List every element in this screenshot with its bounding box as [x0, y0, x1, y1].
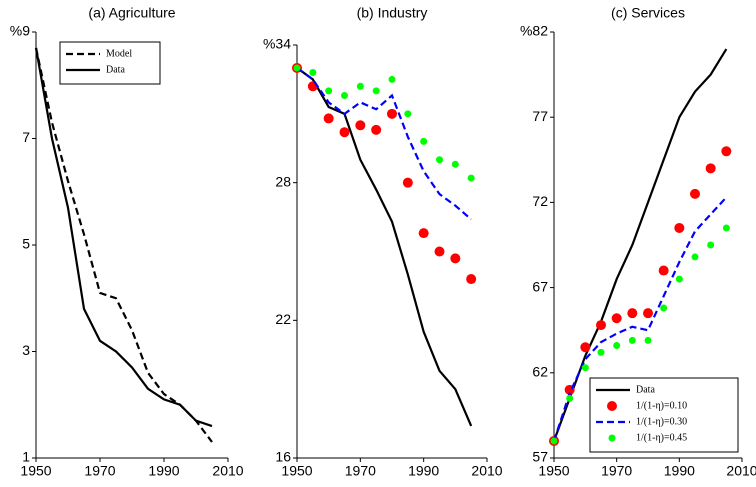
y-tick-label: 16	[275, 449, 291, 465]
point	[691, 253, 699, 261]
point	[356, 82, 364, 90]
y-tick-label: %34	[263, 36, 291, 52]
point	[721, 146, 732, 157]
x-tick-label: 1990	[408, 463, 439, 479]
point	[293, 64, 301, 72]
point	[436, 156, 443, 164]
y-tick-label: 67	[532, 278, 548, 294]
point	[402, 177, 413, 188]
point	[674, 222, 685, 233]
point	[596, 320, 606, 331]
series-line	[34, 47, 213, 428]
legend-label: 1/(1-η)=0.45	[636, 432, 687, 443]
series-line	[296, 67, 472, 221]
y-tick-label: 5	[22, 236, 30, 252]
x-tick-label: 1990	[148, 463, 179, 479]
point	[675, 275, 683, 283]
point	[690, 188, 700, 199]
point	[450, 253, 461, 264]
point	[309, 69, 317, 77]
x-tick-label: 1950	[538, 463, 569, 479]
point	[707, 241, 715, 249]
point	[580, 342, 591, 353]
point	[581, 364, 589, 372]
x-tick-label: 1990	[664, 463, 695, 479]
legend-label: Data	[636, 384, 655, 395]
point	[434, 246, 445, 257]
y-tick-label: 57	[532, 449, 548, 465]
point	[371, 124, 382, 135]
legend-swatch	[608, 434, 616, 442]
point	[660, 304, 668, 312]
legend-box	[59, 41, 161, 85]
point	[722, 224, 730, 232]
legend-swatch	[607, 401, 617, 411]
point	[418, 228, 429, 239]
point	[611, 313, 622, 324]
y-tick-label: 72	[532, 193, 548, 209]
y-tick-label: 7	[22, 129, 30, 145]
point	[658, 265, 669, 276]
point	[387, 108, 397, 119]
y-tick-label: 62	[532, 364, 548, 380]
point	[372, 87, 380, 95]
series-line	[552, 196, 728, 442]
series-line	[296, 67, 473, 427]
y-tick-label: 28	[275, 173, 291, 189]
panel-title: (a) Agriculture	[88, 5, 175, 21]
x-tick-label: 2010	[471, 463, 502, 479]
legend-label: Data	[106, 64, 125, 75]
series-line	[34, 47, 213, 443]
point	[643, 308, 653, 319]
x-tick-label: 2010	[212, 463, 243, 479]
x-tick-label: 1950	[20, 463, 51, 479]
panel-title: (c) Services	[611, 5, 685, 21]
point	[644, 336, 652, 344]
point	[597, 348, 605, 356]
legend-label: 1/(1-η)=0.30	[636, 416, 687, 427]
point	[325, 87, 333, 95]
point	[467, 174, 475, 182]
point	[628, 336, 636, 344]
x-tick-label: 1970	[84, 463, 115, 479]
point	[613, 342, 621, 350]
y-tick-label: 22	[275, 311, 291, 327]
point	[566, 394, 574, 402]
point	[420, 137, 428, 145]
legend-label: Model	[106, 48, 132, 59]
y-tick-label: %9	[10, 23, 30, 39]
point	[341, 91, 348, 99]
point	[388, 75, 396, 83]
y-tick-label: 3	[22, 342, 30, 358]
point	[355, 120, 366, 131]
point	[466, 274, 477, 285]
point	[451, 160, 459, 168]
point	[323, 113, 334, 124]
y-tick-label: 77	[532, 108, 548, 124]
y-tick-label: 1	[22, 449, 30, 465]
x-tick-label: 2010	[726, 463, 756, 479]
x-tick-label: 1950	[281, 463, 312, 479]
y-tick-label: %82	[520, 23, 548, 39]
x-tick-label: 1970	[601, 463, 632, 479]
x-tick-label: 1970	[345, 463, 376, 479]
point	[705, 163, 716, 174]
panel-title: (b) Industry	[357, 5, 428, 21]
point	[339, 127, 350, 138]
legend-label: 1/(1-η)=0.10	[636, 400, 687, 411]
point	[404, 110, 412, 118]
point	[550, 437, 558, 445]
point	[627, 308, 638, 319]
